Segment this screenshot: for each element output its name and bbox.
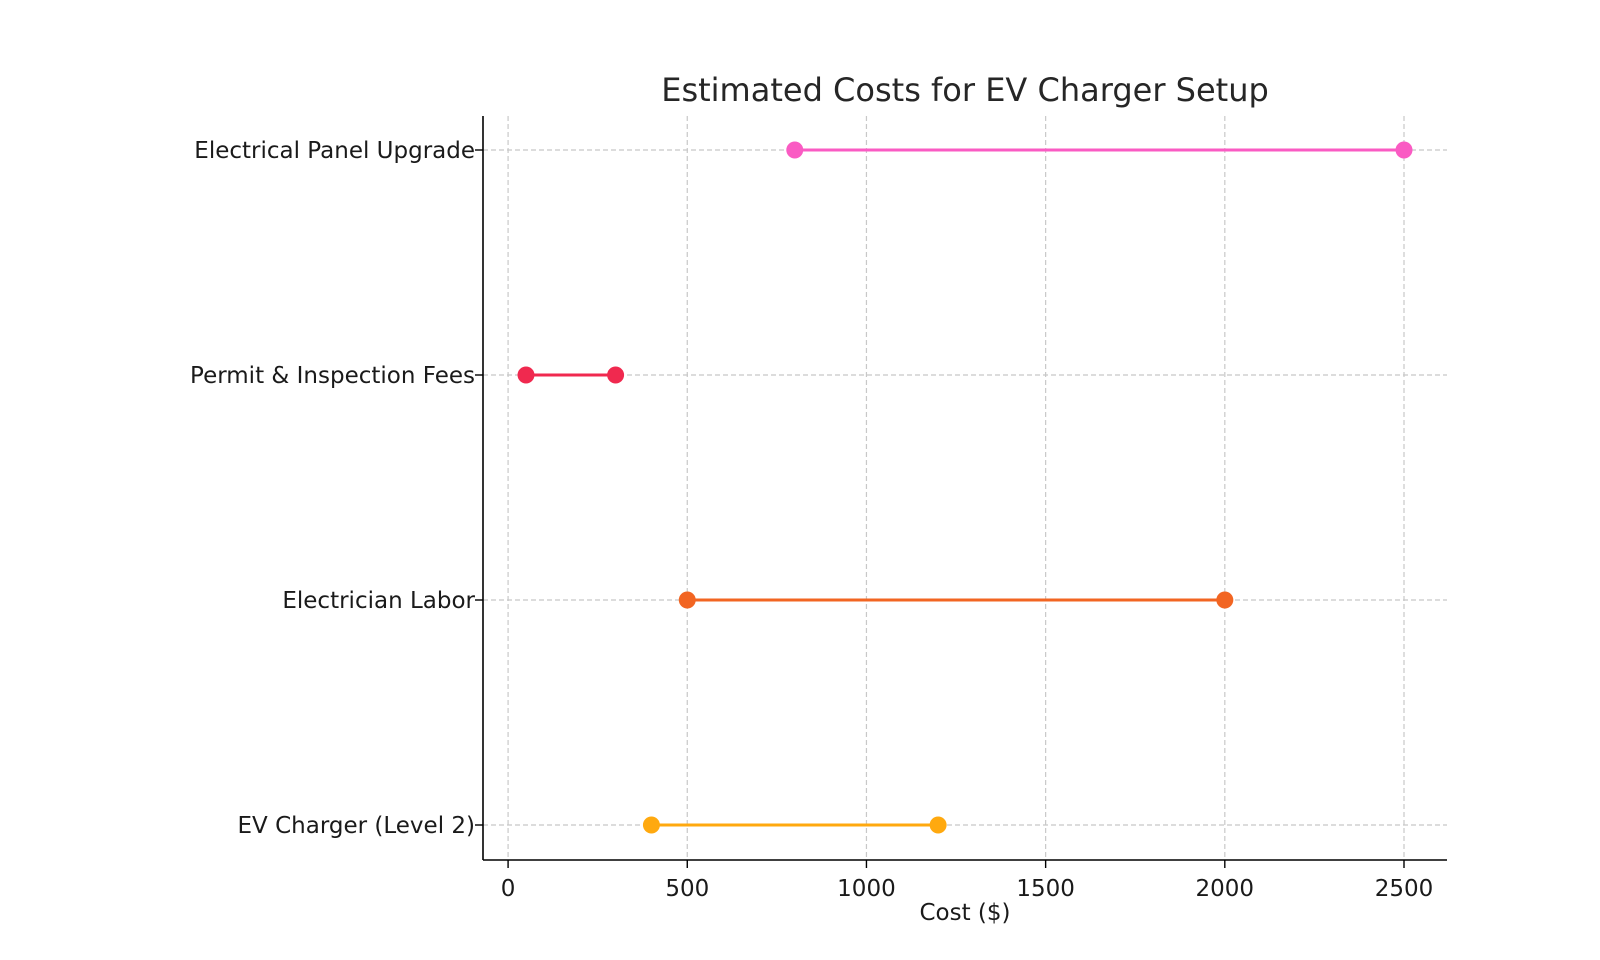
range-min-point (678, 591, 696, 609)
grid-lines (483, 116, 1447, 860)
x-tick-label: 1000 (837, 876, 896, 902)
axes (482, 116, 1447, 861)
ticks: 0 500 1000 1500 2000 2500 EV Charger (Level 2)… (190, 138, 1433, 902)
x-tick-label: 0 (501, 876, 516, 902)
x-tick-label: 2500 (1375, 876, 1434, 902)
chart-title: Estimated Costs for EV Charger Setup (661, 71, 1269, 109)
category-label: Permit & Inspection Fees (190, 363, 475, 389)
x-tick-label: 500 (665, 876, 709, 902)
category-label: EV Charger (Level 2) (238, 813, 475, 839)
range-min-point (517, 366, 535, 384)
range-min-point (786, 141, 804, 159)
range-max-point (1216, 591, 1234, 609)
x-axis-label: Cost ($) (919, 900, 1010, 926)
category-label: Electrician Labor (282, 588, 475, 614)
range-min-point (642, 816, 660, 834)
x-tick-label: 2000 (1196, 876, 1255, 902)
range-max-point (929, 816, 947, 834)
range-max-point (1395, 141, 1413, 159)
range-marks (517, 141, 1413, 834)
range-max-point (607, 366, 625, 384)
category-label: Electrical Panel Upgrade (194, 138, 475, 164)
x-tick-label: 1500 (1016, 876, 1075, 902)
